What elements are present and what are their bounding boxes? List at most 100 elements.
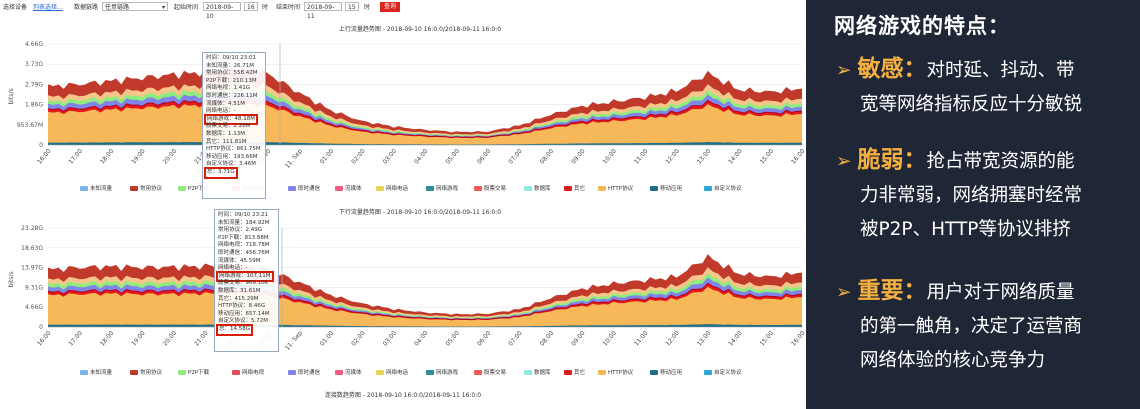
tooltip-row: 常用协议：558.42M <box>206 70 258 77</box>
bullet-fragile: ➢ 脆弱：抢占带宽资源的能 力非常弱，网络拥塞时经常 被P2P、HTTP等协议排挤 <box>836 143 1136 247</box>
link-select[interactable]: 任意链路 ▾ <box>102 2 168 11</box>
x-tick-label: 06:00 <box>476 330 493 348</box>
legend-item[interactable]: P2P下载 <box>178 184 209 192</box>
legend-item[interactable]: 网络电话 <box>376 184 408 192</box>
legend-item[interactable]: 移动应用 <box>650 368 682 376</box>
tooltip-row: 总：14.58G <box>215 324 254 336</box>
legend-item[interactable]: 其它 <box>564 368 585 376</box>
y-tick-label: 3.73G <box>25 61 43 68</box>
legend-item[interactable]: 网络游戏 <box>426 368 458 376</box>
x-tick-label: 14:00 <box>727 330 744 348</box>
legend-label: 数据库 <box>534 186 551 192</box>
downstream-legend: 未知流量 常用协议 P2P下载 网络电视 即时通信 流媒体 网络电话 网络游戏 股票交易 数据库 其… <box>0 368 806 378</box>
legend-swatch <box>288 370 296 375</box>
x-tick-label: 18:00 <box>99 148 116 166</box>
legend-item[interactable]: 常用协议 <box>130 184 162 192</box>
legend-label: HTTP协议 <box>608 370 634 376</box>
hour-unit-label: 时 <box>364 4 371 11</box>
x-tick-label: 19:00 <box>130 148 147 166</box>
legend-item[interactable]: 流媒体 <box>335 368 362 376</box>
legend-swatch <box>474 186 482 191</box>
tooltip-row: 网络电话：- <box>206 108 236 115</box>
tooltip-row: 网络电视：718.78M <box>218 242 270 249</box>
legend-swatch <box>80 370 88 375</box>
legend-swatch <box>426 370 434 375</box>
legend-label: 网络游戏 <box>436 186 459 192</box>
bullet-text: 网络体验的核心竞争力 <box>860 350 1046 371</box>
x-tick-label: 07:00 <box>507 330 524 348</box>
device-select-link[interactable]: 列表选择... <box>33 4 63 11</box>
tooltip-row: 其它：111.81M <box>206 138 247 145</box>
legend-swatch <box>564 186 572 191</box>
legend-item[interactable]: 数据库 <box>524 184 551 192</box>
end-hour-input[interactable]: 15 <box>345 2 359 11</box>
legend-item[interactable]: HTTP协议 <box>598 368 633 376</box>
end-date-input[interactable]: 2018-09-11 <box>304 2 342 20</box>
start-hour-input[interactable]: 16 <box>244 2 258 11</box>
legend-item[interactable]: 即时通信 <box>288 368 320 376</box>
tooltip-row: 股票交易：2.28M <box>206 123 251 130</box>
tooltip-row: 未知流量：184.92M <box>218 219 270 226</box>
legend-label: 股票交易 <box>484 186 507 192</box>
y-tick-label: 2.79G <box>25 81 43 88</box>
legend-swatch <box>335 370 343 375</box>
traffic-dashboard: 选择设备 列表选择... 数据链路 任意链路 ▾ 起始时间 2018-09-10 … <box>0 2 806 399</box>
x-tick-label: 09:00 <box>570 330 587 348</box>
legend-item[interactable]: 移动应用 <box>650 184 682 192</box>
legend-item[interactable]: 股票交易 <box>474 184 506 192</box>
device-label: 选择设备 <box>3 4 28 11</box>
legend-swatch <box>232 370 240 375</box>
legend-item[interactable]: 常用协议 <box>130 368 162 376</box>
downstream-traffic-chart: 下行流量趋势图 - 2018-09-10 16:0:0/2018-09-11 1… <box>8 208 806 352</box>
legend-item[interactable]: 自定义协议 <box>704 184 742 192</box>
legend-label: 自定义协议 <box>714 186 742 192</box>
bullet-text: 被P2P、HTTP等协议排挤 <box>860 219 1071 240</box>
bullet-text: 对时延、抖动、带 <box>926 60 1075 81</box>
x-tick-label: 13:00 <box>696 148 713 166</box>
tooltip-row: 总：3.71G <box>204 167 238 179</box>
x-tick-label: 11. Sep <box>284 330 304 352</box>
tooltip-row: 自定义协议：5.72M <box>218 318 268 325</box>
legend-item[interactable]: 即时通信 <box>288 184 320 192</box>
legend-item[interactable]: 未知流量 <box>80 184 112 192</box>
downstream-tooltip: 时间：09/10 23:21 未知流量：184.92M 常用协议：2.49G P2P下… <box>214 209 279 352</box>
tooltip-row: 时间：09/10 23:01 <box>206 55 256 61</box>
legend-item[interactable]: P2P下载 <box>178 368 209 376</box>
y-axis-label: bits/s <box>8 271 15 287</box>
query-button[interactable]: 查询 <box>380 2 401 12</box>
legend-swatch <box>130 186 138 191</box>
legend-item[interactable]: 其它 <box>564 184 585 192</box>
upstream-traffic-chart: 上行流量趋势图 - 2018-09-10 16:0:0/2018-09-11 1… <box>8 25 806 170</box>
legend-swatch <box>426 186 434 191</box>
bullet-text: 的第一触角，决定了运营商 <box>860 316 1083 337</box>
upstream-tooltip: 时间：09/10 23:01 未知流量：26.71M 常用协议：558.42M P2P… <box>202 52 266 199</box>
legend-swatch <box>650 370 658 375</box>
legend-item[interactable]: 网络电话 <box>376 368 408 376</box>
arrow-icon: ➢ <box>836 151 852 172</box>
legend-swatch <box>564 370 572 375</box>
tooltip-row: 移动应用：657.14M <box>218 310 270 317</box>
x-tick-label: 10:00 <box>602 148 619 166</box>
y-tick-label: 18.63G <box>21 245 43 252</box>
legend-label: 常用协议 <box>140 186 163 192</box>
legend-item[interactable]: 网络电视 <box>232 368 264 376</box>
tooltip-row: 即时通信：226.11M <box>206 92 258 99</box>
x-tick-label: 01:00 <box>319 148 336 166</box>
x-tick-label: 07:00 <box>507 148 524 166</box>
legend-item[interactable]: 自定义协议 <box>704 368 742 376</box>
legend-label: P2P下载 <box>188 186 210 192</box>
legend-item[interactable]: HTTP协议 <box>598 184 633 192</box>
legend-item[interactable]: 流媒体 <box>335 184 362 192</box>
legend-label: 网络电视 <box>242 370 265 376</box>
legend-item[interactable]: 网络游戏 <box>426 184 458 192</box>
chart-title: 下行流量趋势图 - 2018-09-10 16:0:0/2018-09-11 1… <box>339 208 501 216</box>
x-tick-label: 16:00 <box>36 330 53 348</box>
legend-item[interactable]: 数据库 <box>524 368 551 376</box>
bullet-text: 宽等网络指标反应十分敏锐 <box>860 94 1083 115</box>
panel-title: 网络游戏的特点： <box>834 14 1010 38</box>
start-date-input[interactable]: 2018-09-10 <box>203 2 241 20</box>
bullet-keyword: 重要： <box>857 278 927 304</box>
tooltip-row: 自定义协议：3.46M <box>206 161 256 168</box>
legend-item[interactable]: 股票交易 <box>474 368 506 376</box>
legend-item[interactable]: 未知流量 <box>80 368 112 376</box>
